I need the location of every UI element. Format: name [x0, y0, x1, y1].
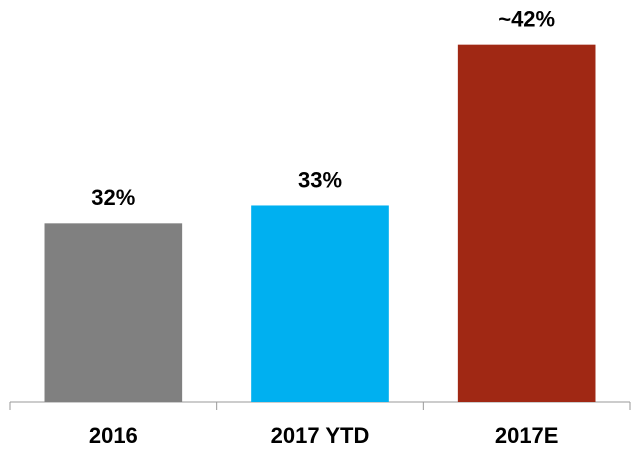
data-label: ~42%: [498, 6, 555, 31]
data-label: 32%: [91, 185, 135, 210]
x-tick-label: 2017 YTD: [271, 423, 370, 448]
x-tick-label: 2017E: [495, 423, 559, 448]
bar: [251, 205, 389, 402]
x-tick-label: 2016: [89, 423, 138, 448]
bar: [457, 44, 596, 403]
data-label: 33%: [298, 167, 342, 192]
bar: [44, 223, 183, 402]
